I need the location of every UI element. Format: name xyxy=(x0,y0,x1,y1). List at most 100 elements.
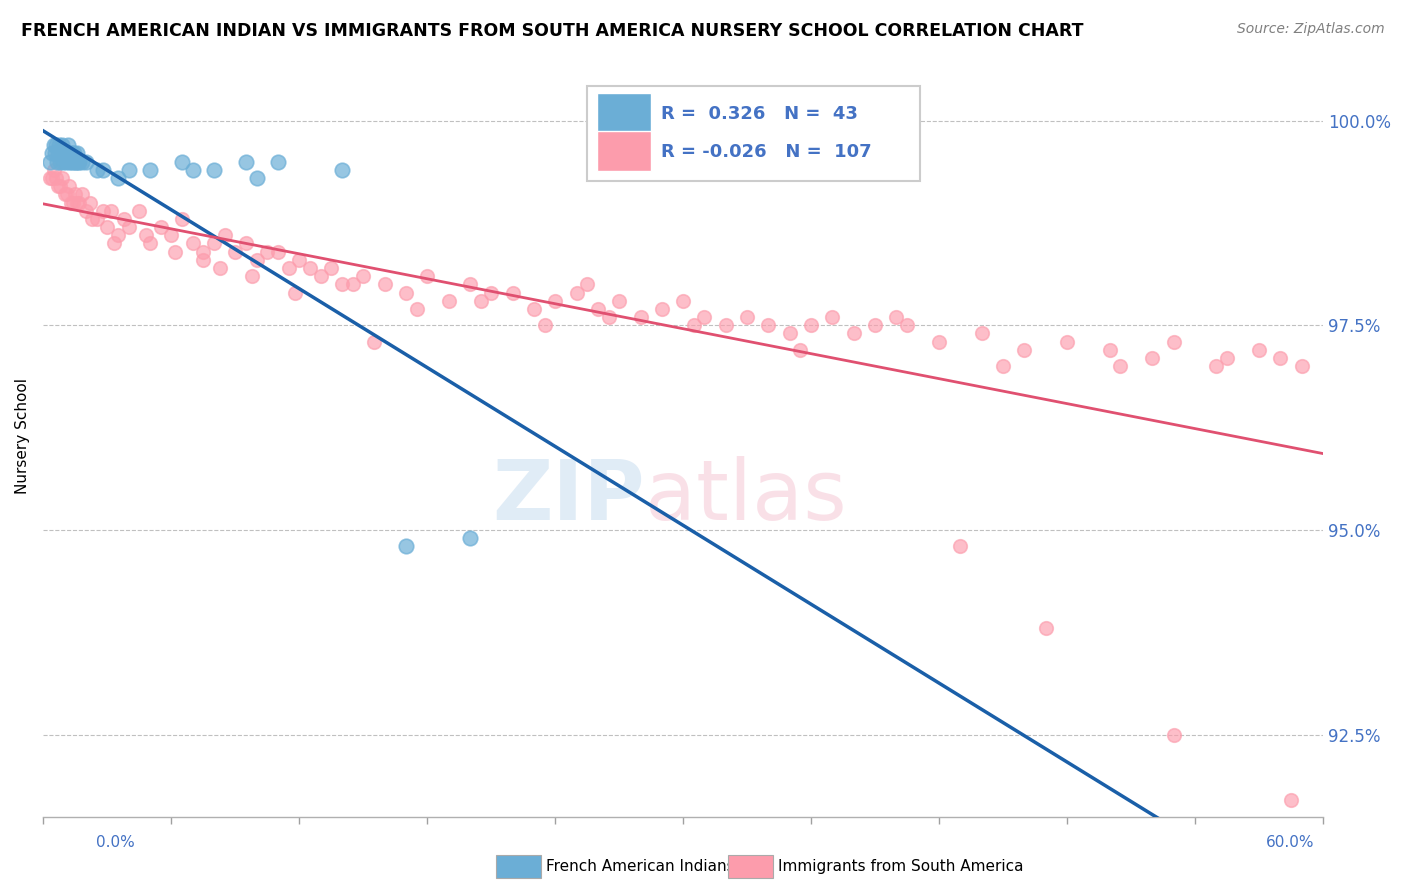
Point xyxy=(86,211,108,226)
Point xyxy=(53,187,76,202)
Point xyxy=(51,146,73,161)
Point xyxy=(735,310,758,325)
FancyBboxPatch shape xyxy=(598,93,651,133)
Point xyxy=(863,318,886,333)
Point xyxy=(41,146,63,161)
Text: ZIP: ZIP xyxy=(492,456,645,537)
Point xyxy=(373,277,395,292)
Point xyxy=(49,179,72,194)
Point xyxy=(630,310,652,325)
Point xyxy=(112,211,135,226)
Point xyxy=(1163,334,1185,349)
Point xyxy=(321,260,343,275)
Point xyxy=(693,310,716,325)
Point xyxy=(1035,621,1057,635)
Point xyxy=(256,244,278,259)
Text: French American Indians: French American Indians xyxy=(546,859,734,873)
Point xyxy=(1279,793,1302,807)
Point xyxy=(416,269,439,284)
Point xyxy=(598,310,620,325)
Point xyxy=(224,244,246,259)
Point xyxy=(193,252,215,267)
Point xyxy=(533,318,555,333)
Point xyxy=(544,293,567,308)
Point xyxy=(63,187,86,202)
Point xyxy=(59,154,82,169)
Point xyxy=(235,154,257,169)
Point xyxy=(62,195,84,210)
Point xyxy=(60,146,83,161)
Point xyxy=(991,359,1014,374)
Point xyxy=(63,146,86,161)
Point xyxy=(458,531,481,545)
Text: Immigrants from South America: Immigrants from South America xyxy=(778,859,1024,873)
Point xyxy=(117,162,139,177)
Point xyxy=(1270,351,1292,365)
Y-axis label: Nursery School: Nursery School xyxy=(15,378,30,494)
Point xyxy=(70,187,93,202)
Point xyxy=(502,285,524,300)
Point xyxy=(46,179,69,194)
Point xyxy=(65,154,87,169)
Point xyxy=(55,187,77,202)
Point xyxy=(1216,351,1239,365)
Point xyxy=(800,318,823,333)
Point xyxy=(51,138,73,153)
Point xyxy=(45,138,67,153)
Point xyxy=(107,228,129,243)
Point xyxy=(38,154,60,169)
Point xyxy=(352,269,374,284)
Point xyxy=(363,334,385,349)
Point xyxy=(42,138,65,153)
Point xyxy=(1142,351,1164,365)
Point xyxy=(58,179,80,194)
Point xyxy=(202,162,225,177)
Point xyxy=(330,277,353,292)
Point xyxy=(96,220,118,235)
Point xyxy=(479,285,502,300)
Point xyxy=(672,293,695,308)
Point xyxy=(91,203,114,218)
Point xyxy=(48,138,70,153)
Point xyxy=(209,260,232,275)
Point xyxy=(55,154,77,169)
Point xyxy=(45,170,67,185)
Point xyxy=(51,170,73,185)
Point xyxy=(46,146,69,161)
Point xyxy=(58,154,80,169)
Point xyxy=(67,154,90,169)
Point xyxy=(240,269,263,284)
Point xyxy=(75,154,97,169)
Point xyxy=(165,244,187,259)
Point xyxy=(59,195,82,210)
Point xyxy=(214,228,236,243)
FancyBboxPatch shape xyxy=(588,86,920,181)
Point xyxy=(62,154,84,169)
Point xyxy=(277,260,299,275)
Point xyxy=(267,244,290,259)
Text: 0.0%: 0.0% xyxy=(96,836,135,850)
Point xyxy=(202,236,225,251)
Point xyxy=(44,146,66,161)
Point xyxy=(63,154,86,169)
Point xyxy=(1098,343,1121,357)
Point xyxy=(1163,728,1185,742)
Point xyxy=(1249,343,1271,357)
Point xyxy=(458,277,481,292)
Point xyxy=(586,301,609,316)
Point xyxy=(181,162,204,177)
Point xyxy=(181,236,204,251)
Text: R = -0.026   N =  107: R = -0.026 N = 107 xyxy=(661,143,872,161)
FancyBboxPatch shape xyxy=(598,131,651,171)
Point xyxy=(342,277,364,292)
Text: 60.0%: 60.0% xyxy=(1267,836,1315,850)
Point xyxy=(245,170,267,185)
Point xyxy=(42,162,65,177)
Text: FRENCH AMERICAN INDIAN VS IMMIGRANTS FROM SOUTH AMERICA NURSERY SCHOOL CORRELATI: FRENCH AMERICAN INDIAN VS IMMIGRANTS FRO… xyxy=(21,22,1084,40)
Point xyxy=(70,154,93,169)
Point xyxy=(267,154,290,169)
Point xyxy=(38,170,60,185)
Point xyxy=(842,326,865,341)
Point xyxy=(470,293,492,308)
Point xyxy=(100,203,122,218)
